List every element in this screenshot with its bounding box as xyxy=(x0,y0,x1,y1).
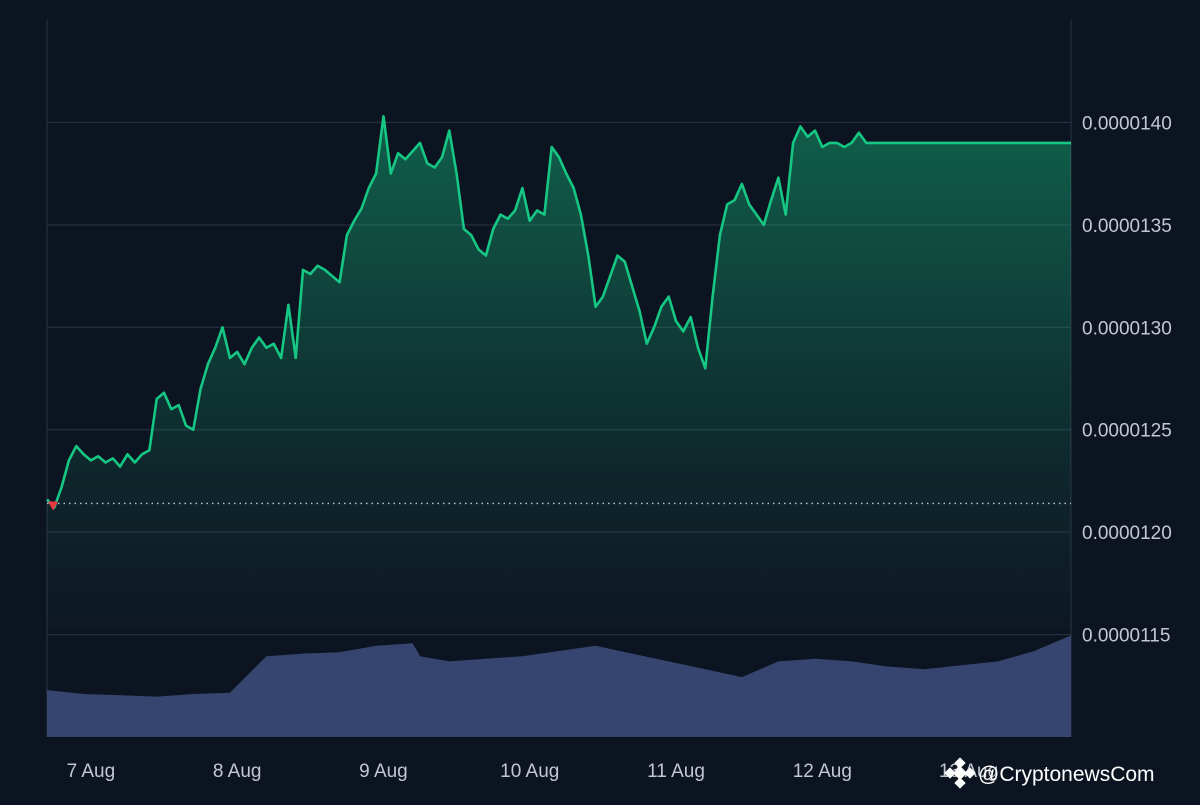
x-tick-label-0: 7 Aug xyxy=(67,761,116,782)
volume-bars xyxy=(47,635,1071,737)
x-tick-label-4: 11 Aug xyxy=(647,761,705,782)
volume-area xyxy=(47,635,1071,737)
start-marker-icon xyxy=(48,501,58,511)
x-tick-label-6: 13 Aug xyxy=(939,761,998,782)
price-area xyxy=(46,115,1071,631)
y-tick-label-2: 0.0000130 xyxy=(1082,318,1172,339)
y-tick-label-0: 0.0000140 xyxy=(1082,113,1172,134)
y-tick-label-3: 0.0000125 xyxy=(1082,421,1172,442)
x-tick-label-1: 8 Aug xyxy=(213,761,262,782)
y-tick-label-4: 0.0000120 xyxy=(1082,523,1172,544)
y-tick-label-5: 0.0000115 xyxy=(1082,626,1170,647)
x-tick-label-5: 12 Aug xyxy=(793,761,852,782)
y-axis-ticks: 0.0000140 0.0000135 0.0000130 0.0000125 0.00… xyxy=(1082,113,1172,646)
x-tick-label-2: 9 Aug xyxy=(359,761,408,782)
reference-line xyxy=(47,501,1071,511)
price-area-fill xyxy=(47,116,1071,631)
price-line xyxy=(46,115,1071,509)
x-axis-ticks: 7 Aug 8 Aug 9 Aug 10 Aug 11 Aug 12 Aug 13 Aug xyxy=(67,761,999,782)
x-tick-label-3: 10 Aug xyxy=(500,761,559,782)
y-tick-label-1: 0.0000135 xyxy=(1082,216,1172,237)
